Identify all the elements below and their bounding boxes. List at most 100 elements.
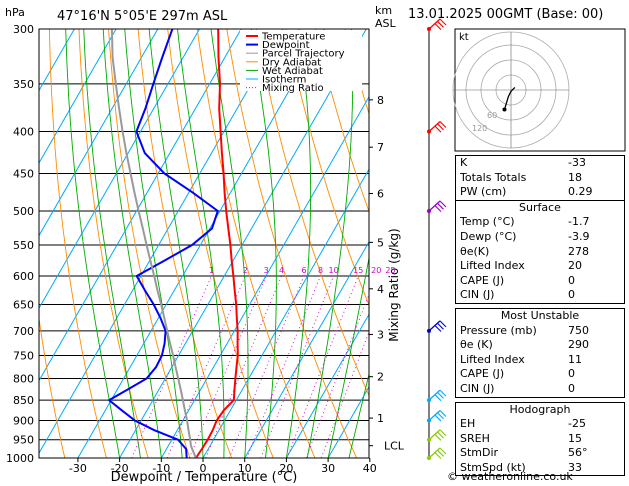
wind-barb-dot (427, 129, 431, 134)
surface-thetae-row: θe(K) 278 (460, 244, 589, 258)
wind-barb-dot (427, 418, 431, 423)
wind-barb (428, 121, 441, 132)
eh-row: EH -25 (460, 417, 586, 431)
mixing-ratio-label: 25 (385, 266, 395, 275)
wind-barb-feather (439, 200, 447, 208)
temp-tick-label: -10 (152, 462, 170, 475)
height-tick-label: 6 (377, 187, 384, 200)
mu-thetae-row: θe (K) 290 (460, 338, 589, 352)
mixing-ratio-line (188, 275, 267, 458)
mixing-ratio-line (286, 275, 359, 458)
wet-adiabat (177, 29, 225, 458)
mixing-ratio-label: 2 (243, 266, 248, 275)
isotherm (202, 168, 369, 458)
mixing-ratio-line (246, 275, 321, 458)
isotherm (119, 29, 367, 458)
wet-adiabat (124, 29, 183, 458)
surface-cin-row: CIN (J) 0 (460, 288, 575, 302)
copyright-footer: © weatheronline.co.uk (447, 470, 573, 483)
wind-barb-feather (439, 18, 447, 26)
hodograph-box: Hodograph EH -25 SREH 15 StmDir 56° StmSpd … (455, 401, 625, 477)
totals-totals-row: Totals Totals 18 (460, 170, 582, 184)
wind-barb-feather (437, 322, 444, 330)
wind-barb-feather (439, 410, 447, 417)
index-tables: K -33 Totals Totals 18 PW (cm) 0.29 Surface… (455, 155, 625, 477)
isotherm (39, 29, 75, 92)
mixing-ratio-label: 20 (371, 266, 381, 275)
height-tick-label: 7 (377, 141, 384, 154)
wet-adiabat (210, 29, 249, 458)
pressure-tick-label: 450 (13, 167, 34, 180)
wind-barb-dot (427, 456, 431, 460)
isotherm (39, 29, 159, 237)
wind-barb-feather (437, 431, 444, 439)
temp-tick-label: 0 (200, 462, 207, 475)
location-title: 47°16'N 5°05'E 297m ASL (57, 9, 228, 24)
surface-title: Surface (519, 200, 561, 214)
wind-barb (428, 320, 441, 332)
temp-tick-label: -20 (111, 462, 129, 475)
height-tick-label: LCL (384, 440, 405, 453)
hodograph-ring-label: 120 (472, 124, 487, 133)
dry-adiabat (137, 29, 233, 458)
legend-entry: Dry Adiabat (262, 57, 321, 68)
wind-barb (428, 389, 441, 401)
mixing-ratio-line (305, 293, 369, 458)
surface-temp-row: Temp (°C) -1.7 (460, 215, 590, 229)
dry-adiabat (255, 29, 369, 397)
wind-barb-feather (439, 389, 447, 397)
mixing-ratio-axis-label: Mixing Ratio (g/kg) (387, 228, 401, 341)
wind-barb-feather (434, 452, 442, 459)
pressure-tick-label: 350 (13, 78, 34, 91)
most-unstable-title: Most Unstable (500, 308, 580, 322)
mu-cin-row: CIN (J) 0 (460, 381, 575, 395)
wind-barb-feather (437, 123, 444, 131)
indices-box: K -33 Totals Totals 18 PW (cm) 0.29 (455, 155, 625, 201)
hodograph-unit-label: kt (459, 32, 469, 43)
wind-barb-feather (439, 320, 447, 328)
wind-barb-feather (437, 202, 444, 210)
isotherm (39, 29, 117, 165)
isotherm (39, 29, 242, 382)
isotherm (39, 29, 284, 455)
wind-barb-feather (434, 125, 442, 133)
mixing-ratio-label: 3 (264, 266, 269, 275)
mixing-ratio-line (260, 275, 335, 458)
dry-adiabat (196, 29, 316, 458)
pressure-tick-label: 950 (13, 434, 34, 447)
pressure-tick-label: 900 (13, 414, 34, 427)
mixing-ratio-label: 1 (209, 266, 214, 275)
pressure-tick-label: 300 (13, 23, 34, 36)
legend-entry: Temperature (261, 32, 325, 43)
mu-cape-row: CAPE (J) 0 (460, 367, 575, 381)
height-tick-label: 8 (377, 94, 384, 107)
isotherm (244, 240, 369, 458)
dry-adiabat (167, 29, 274, 458)
legend-entry: Isotherm (262, 75, 306, 86)
wet-adiabat (250, 29, 277, 458)
legend-entry: Mixing Ratio (262, 83, 324, 94)
hodograph-ring-label: 60 (487, 111, 497, 120)
dry-adiabat (108, 29, 191, 458)
height-tick-label: 2 (377, 371, 384, 384)
pressure-tick-label: 550 (13, 239, 34, 252)
wind-barb-feather (434, 414, 442, 422)
wet-adiabat (83, 29, 141, 458)
wet-adiabat (285, 29, 312, 458)
pressure-tick-label: 800 (13, 372, 34, 385)
height-tick-label: 5 (377, 236, 384, 249)
plot-frame (38, 28, 370, 459)
wind-barb (428, 18, 441, 30)
surface-dewp-row: Dewp (°C) -3.9 (460, 229, 590, 243)
wind-barb-feather (437, 392, 444, 399)
pressure-axis-label: hPa (5, 6, 25, 19)
mu-pressure-row: Pressure (mb) 750 (460, 323, 589, 337)
wind-barb-feather (437, 412, 444, 420)
wet-adiabat (65, 29, 121, 458)
wind-barb-dot (427, 209, 431, 214)
dry-adiabat (314, 29, 369, 213)
hodograph-trace (503, 86, 516, 110)
